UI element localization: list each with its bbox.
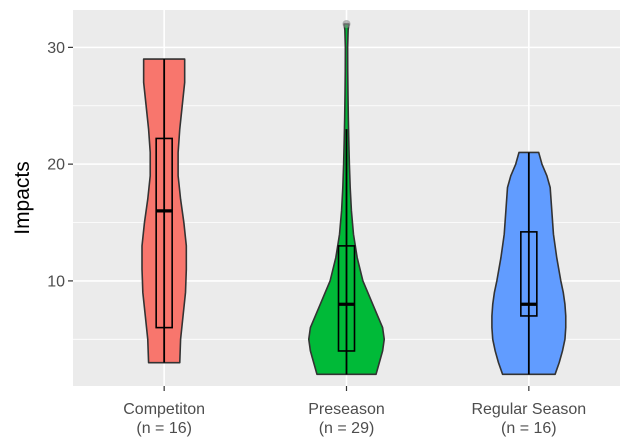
violins [141,20,567,376]
axes: Competiton (n = 16) Preseason (n = 29) Regul… [47,40,586,437]
x-tick-sublabel: (n = 29) [319,420,375,437]
x-tick-label: Preseason [308,401,385,418]
iqr-box [155,137,173,329]
outlier-point [342,20,351,29]
y-axis-title: Impacts [11,161,34,235]
x-tick-sublabel: (n = 16) [136,420,192,437]
iqr-box [520,231,538,317]
x-tick-label: Competiton [123,401,205,418]
iqr-box [337,245,356,352]
y-tick-label: 30 [47,40,65,57]
x-tick-sublabel: (n = 16) [501,420,557,437]
y-tick-label: 20 [47,157,65,174]
y-tick-label: 10 [47,273,65,290]
x-tick-label: Regular Season [471,401,586,418]
